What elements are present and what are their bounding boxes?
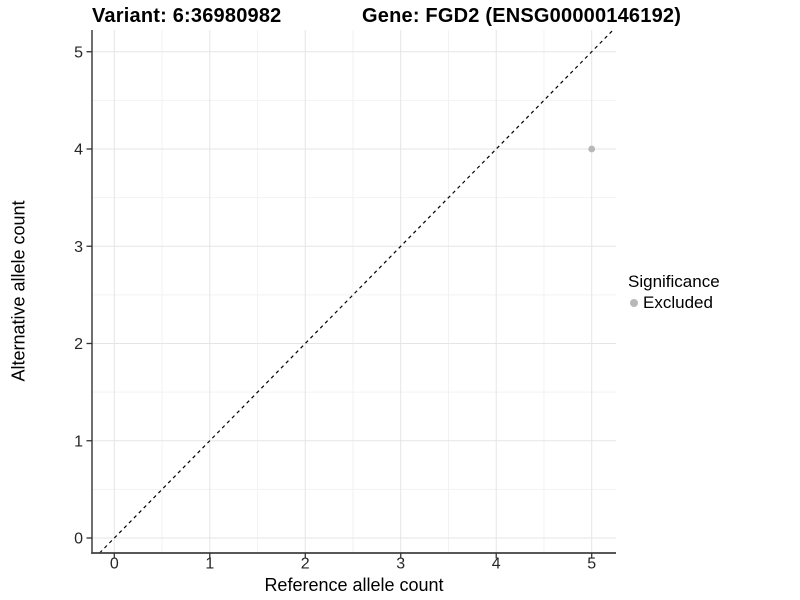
x-tick-label: 0 <box>110 556 119 573</box>
x-tick-label: 3 <box>396 556 405 573</box>
legend-entry-label: Excluded <box>643 293 713 312</box>
y-tick-label: 1 <box>74 433 83 450</box>
plot-title-variant: Variant: 6:36980982 <box>92 5 282 27</box>
x-tick-label: 4 <box>492 556 501 573</box>
plot-title-gene: Gene: FGD2 (ENSG00000146192) <box>362 5 682 27</box>
y-tick-label: 3 <box>74 239 83 256</box>
y-tick-label: 0 <box>74 531 83 548</box>
legend-title: Significance <box>628 272 720 291</box>
y-axis-title: Alternative allele count <box>8 200 29 382</box>
x-tick-label: 1 <box>205 556 214 573</box>
data-point <box>588 145 596 153</box>
x-tick-label: 5 <box>587 556 596 573</box>
legend: Significance Excluded <box>628 272 720 312</box>
y-tick-label: 4 <box>74 142 83 159</box>
identity-line <box>99 29 614 554</box>
legend-entry-excluded: Excluded <box>630 294 720 312</box>
legend-point-icon <box>630 299 638 307</box>
x-axis-title: Reference allele count <box>264 575 444 595</box>
x-tick-label: 2 <box>301 556 310 573</box>
y-tick-label: 5 <box>74 44 83 61</box>
y-tick-label: 2 <box>74 336 83 353</box>
